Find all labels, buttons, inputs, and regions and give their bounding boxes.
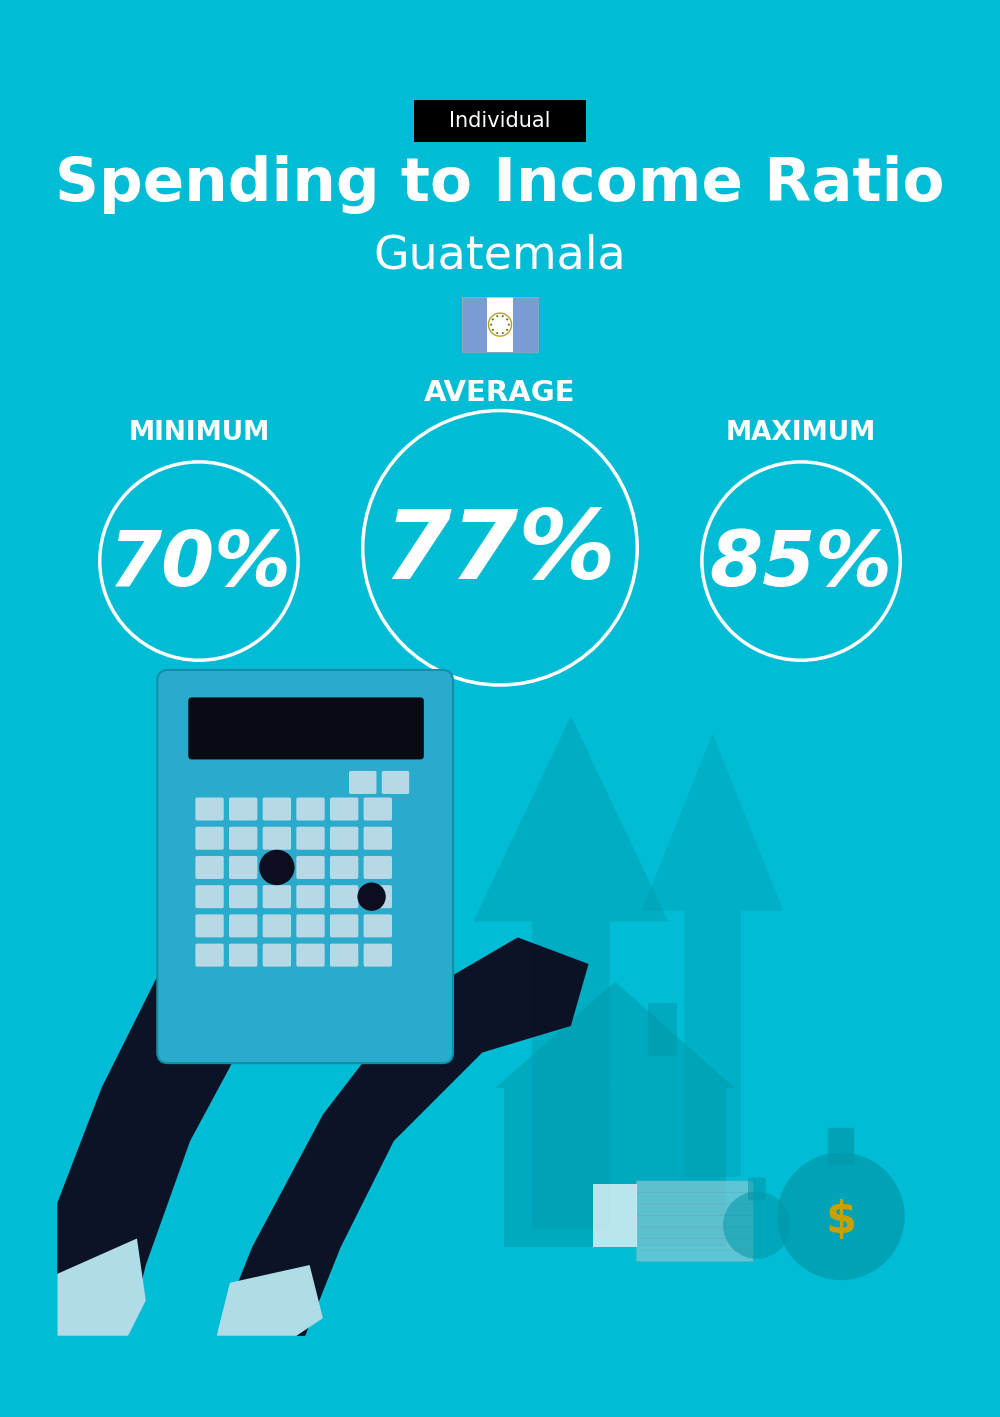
FancyBboxPatch shape — [364, 856, 392, 879]
FancyBboxPatch shape — [364, 944, 392, 966]
FancyBboxPatch shape — [229, 944, 257, 966]
Circle shape — [723, 1192, 790, 1258]
FancyBboxPatch shape — [330, 944, 358, 966]
FancyBboxPatch shape — [195, 886, 224, 908]
FancyBboxPatch shape — [364, 886, 392, 908]
FancyBboxPatch shape — [828, 1128, 854, 1165]
FancyBboxPatch shape — [330, 826, 358, 850]
FancyBboxPatch shape — [157, 670, 453, 1063]
FancyBboxPatch shape — [349, 771, 376, 794]
FancyBboxPatch shape — [414, 99, 586, 142]
FancyBboxPatch shape — [636, 1250, 753, 1261]
FancyBboxPatch shape — [636, 1238, 753, 1250]
FancyBboxPatch shape — [263, 856, 291, 879]
FancyBboxPatch shape — [263, 798, 291, 820]
FancyBboxPatch shape — [296, 798, 325, 820]
Polygon shape — [648, 1003, 677, 1056]
FancyBboxPatch shape — [195, 944, 224, 966]
Text: MINIMUM: MINIMUM — [128, 419, 270, 446]
FancyBboxPatch shape — [229, 886, 257, 908]
Polygon shape — [473, 716, 668, 1230]
Circle shape — [506, 329, 508, 332]
FancyBboxPatch shape — [330, 886, 358, 908]
FancyBboxPatch shape — [364, 826, 392, 850]
FancyBboxPatch shape — [382, 771, 409, 794]
Text: Spending to Income Ratio: Spending to Income Ratio — [55, 156, 945, 214]
Text: 77%: 77% — [384, 506, 616, 599]
FancyBboxPatch shape — [263, 914, 291, 938]
FancyBboxPatch shape — [188, 697, 424, 760]
FancyBboxPatch shape — [229, 798, 257, 820]
FancyBboxPatch shape — [263, 944, 291, 966]
Text: Guatemala: Guatemala — [374, 232, 626, 278]
FancyBboxPatch shape — [263, 886, 291, 908]
FancyBboxPatch shape — [195, 856, 224, 879]
FancyBboxPatch shape — [636, 1204, 753, 1216]
FancyBboxPatch shape — [229, 856, 257, 879]
FancyBboxPatch shape — [364, 798, 392, 820]
FancyBboxPatch shape — [229, 914, 257, 938]
FancyBboxPatch shape — [364, 914, 392, 938]
FancyBboxPatch shape — [195, 914, 224, 938]
Circle shape — [492, 329, 494, 332]
Text: AVERAGE: AVERAGE — [424, 378, 576, 407]
Polygon shape — [496, 982, 735, 1088]
FancyBboxPatch shape — [263, 826, 291, 850]
Polygon shape — [57, 1238, 146, 1336]
Circle shape — [502, 332, 504, 334]
FancyBboxPatch shape — [330, 798, 358, 820]
Text: Individual: Individual — [449, 111, 551, 130]
FancyBboxPatch shape — [330, 914, 358, 938]
Circle shape — [357, 883, 386, 911]
Polygon shape — [217, 938, 589, 1336]
FancyBboxPatch shape — [330, 856, 358, 879]
FancyBboxPatch shape — [636, 1227, 753, 1238]
Circle shape — [777, 1152, 905, 1280]
Polygon shape — [504, 1088, 726, 1247]
FancyBboxPatch shape — [296, 886, 325, 908]
Text: 85%: 85% — [710, 529, 892, 602]
FancyBboxPatch shape — [748, 1178, 766, 1200]
FancyBboxPatch shape — [636, 1193, 753, 1204]
FancyBboxPatch shape — [296, 856, 325, 879]
Circle shape — [492, 319, 494, 320]
FancyBboxPatch shape — [462, 298, 487, 351]
FancyBboxPatch shape — [229, 826, 257, 850]
FancyBboxPatch shape — [195, 798, 224, 820]
Circle shape — [506, 319, 508, 320]
Circle shape — [496, 315, 498, 317]
Polygon shape — [217, 1265, 323, 1336]
Text: 70%: 70% — [108, 529, 290, 602]
Polygon shape — [57, 849, 394, 1336]
FancyBboxPatch shape — [296, 944, 325, 966]
FancyBboxPatch shape — [636, 1216, 753, 1227]
Circle shape — [259, 850, 295, 886]
FancyBboxPatch shape — [195, 826, 224, 850]
Polygon shape — [642, 734, 783, 1176]
Text: $: $ — [825, 1199, 856, 1243]
FancyBboxPatch shape — [487, 298, 513, 351]
Circle shape — [490, 323, 492, 326]
Text: MAXIMUM: MAXIMUM — [726, 419, 876, 446]
FancyBboxPatch shape — [636, 1180, 753, 1193]
FancyBboxPatch shape — [296, 914, 325, 938]
Circle shape — [508, 323, 510, 326]
Circle shape — [496, 332, 498, 334]
Circle shape — [502, 315, 504, 317]
FancyBboxPatch shape — [296, 826, 325, 850]
Polygon shape — [593, 1183, 637, 1247]
FancyBboxPatch shape — [513, 298, 538, 351]
